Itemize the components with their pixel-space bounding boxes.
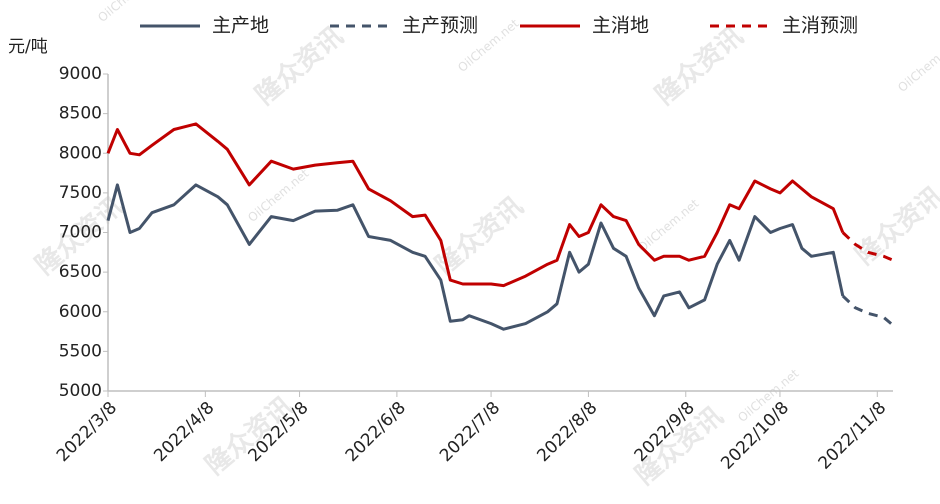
- watermark: OilChem.net: [895, 36, 940, 95]
- x-tick-label: 2022/7/8: [436, 398, 504, 466]
- legend-label: 主产预测: [402, 15, 478, 37]
- y-tick-label: 7000: [59, 223, 102, 243]
- watermark: 隆众资讯: [850, 181, 940, 271]
- series-line: [841, 294, 894, 327]
- y-tick-label: 6500: [59, 262, 102, 282]
- x-tick-label: 2022/11/8: [815, 398, 891, 474]
- y-tick-label: 5500: [59, 341, 102, 361]
- watermark: 隆众资讯: [430, 191, 529, 281]
- x-tick-label: 2022/6/8: [342, 398, 410, 466]
- y-tick-label: 8500: [59, 104, 102, 124]
- y-axis-label: 元/吨: [8, 37, 48, 57]
- y-tick-label: 8000: [59, 143, 102, 163]
- x-tick-label: 2022/3/8: [53, 398, 121, 466]
- y-tick-label: 9000: [59, 64, 102, 84]
- x-tick-label: 2022/8/8: [533, 398, 601, 466]
- watermark: 隆众资讯: [650, 21, 749, 111]
- legend-label: 主消地: [592, 15, 649, 37]
- series-line: [106, 122, 845, 288]
- legend-label: 主消预测: [782, 15, 858, 37]
- y-tick-label: 7500: [59, 183, 102, 203]
- series-line: [841, 231, 894, 262]
- y-tick-label: 6000: [59, 302, 102, 322]
- watermark: OilChem.net: [635, 196, 701, 255]
- series-line: [106, 183, 845, 331]
- y-tick-label: 5000: [59, 381, 102, 401]
- watermark: OilChem.net: [95, 0, 161, 25]
- legend-label: 主产地: [212, 15, 269, 37]
